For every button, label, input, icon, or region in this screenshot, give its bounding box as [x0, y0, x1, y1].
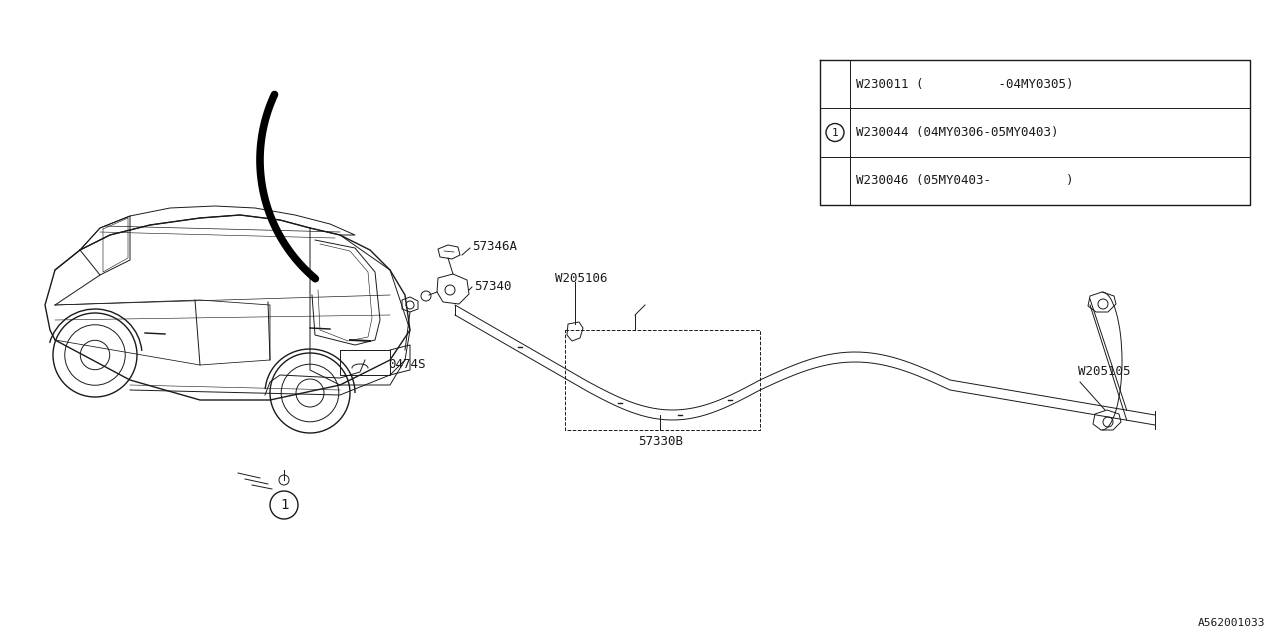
Text: A562001033: A562001033	[1198, 618, 1265, 628]
Text: 1: 1	[832, 127, 838, 138]
Text: W205105: W205105	[1078, 365, 1130, 378]
Text: 1: 1	[280, 498, 288, 512]
Text: 57340: 57340	[474, 280, 512, 294]
Text: W205106: W205106	[556, 271, 608, 285]
Text: W230044 (04MY0306-05MY0403): W230044 (04MY0306-05MY0403)	[856, 126, 1059, 139]
Text: 57330B: 57330B	[637, 435, 684, 448]
Text: W230011 (          -04MY0305): W230011 ( -04MY0305)	[856, 77, 1074, 91]
Text: 0474S: 0474S	[388, 358, 425, 371]
Text: W230046 (05MY0403-          ): W230046 (05MY0403- )	[856, 174, 1074, 188]
Text: 57346A: 57346A	[472, 241, 517, 253]
